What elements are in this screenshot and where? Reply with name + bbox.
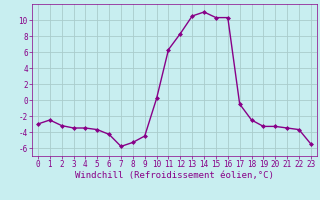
X-axis label: Windchill (Refroidissement éolien,°C): Windchill (Refroidissement éolien,°C) (75, 171, 274, 180)
